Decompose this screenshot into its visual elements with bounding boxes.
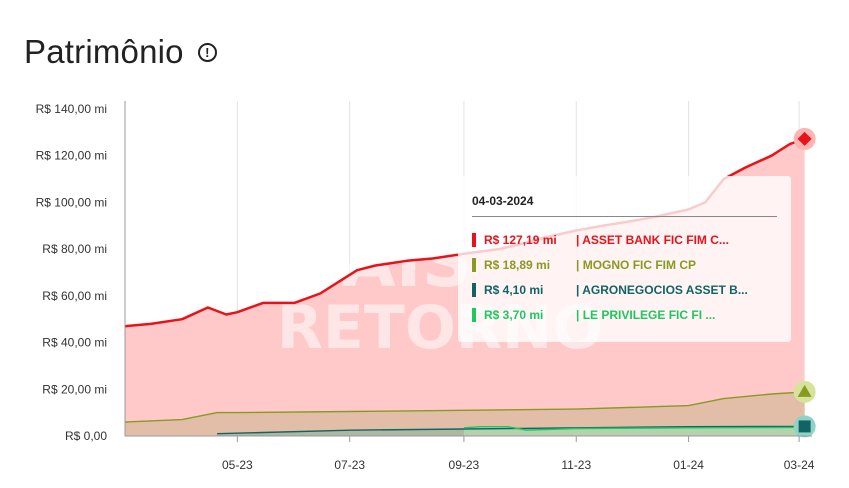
series-swatch — [472, 307, 476, 322]
info-circle-icon[interactable]: ! — [197, 42, 217, 62]
series-swatch — [472, 257, 476, 272]
tooltip-date: 04-03-2024 — [472, 194, 777, 217]
y-tick-label: R$ 120,00 mi — [36, 149, 107, 163]
tooltip-row: R$ 4,10 mi | AGRONEGOCIOS ASSET B... — [472, 277, 777, 302]
y-tick-label: R$ 100,00 mi — [36, 195, 107, 209]
tooltip-row: R$ 127,19 mi | ASSET BANK FIC FIM C... — [472, 227, 777, 252]
chart-tooltip: 04-03-2024 R$ 127,19 mi | ASSET BANK FIC … — [458, 176, 791, 342]
tooltip-value: R$ 127,19 mi — [484, 232, 557, 247]
x-tick-label: 01-24 — [673, 458, 704, 472]
tooltip-value: R$ 4,10 mi — [484, 282, 544, 297]
tooltip-row: R$ 18,89 mi | MOGNO FIC FIM CP — [472, 252, 777, 277]
series-area — [463, 426, 805, 436]
tooltip-row: R$ 3,70 mi | LE PRIVILEGE FIC FI ... — [472, 302, 777, 327]
x-tick-label: 11-23 — [561, 458, 591, 472]
y-tick-label: R$ 40,00 mi — [42, 336, 107, 350]
watermark-line1: MAIS — [272, 221, 472, 303]
x-tick-label: 09-23 — [449, 458, 480, 472]
series-swatch — [472, 232, 476, 247]
x-tick-label: 03-24 — [784, 458, 815, 472]
triangle-marker — [797, 384, 812, 397]
square-marker — [798, 420, 811, 433]
tooltip-series-name: | LE PRIVILEGE FIC FI ... — [576, 307, 716, 322]
y-tick-label: R$ 140,00 mi — [36, 102, 107, 116]
tooltip-series-name: | ASSET BANK FIC FIM C... — [576, 232, 729, 247]
y-tick-label: R$ 60,00 mi — [42, 289, 107, 303]
diamond-marker — [797, 131, 812, 146]
y-tick-label: R$ 20,00 mi — [42, 382, 107, 396]
series-area — [125, 391, 805, 436]
x-tick-label: 07-23 — [334, 458, 365, 472]
tooltip-value: R$ 18,89 mi — [484, 257, 551, 272]
x-tick-label: 05-23 — [222, 458, 253, 472]
tooltip-value: R$ 3,70 mi — [484, 307, 544, 322]
header: Patrimônio ! — [24, 28, 217, 76]
tooltip-series-name: | MOGNO FIC FIM CP — [576, 257, 697, 272]
y-tick-label: R$ 80,00 mi — [42, 242, 107, 256]
y-tick-label: R$ 0,00 — [65, 429, 107, 443]
tooltip-rows: R$ 127,19 mi | ASSET BANK FIC FIM C... R$ … — [472, 227, 777, 327]
tooltip-series-name: | AGRONEGOCIOS ASSET B... — [576, 282, 748, 297]
series-swatch — [472, 282, 476, 297]
page-title: Patrimônio — [24, 33, 184, 70]
